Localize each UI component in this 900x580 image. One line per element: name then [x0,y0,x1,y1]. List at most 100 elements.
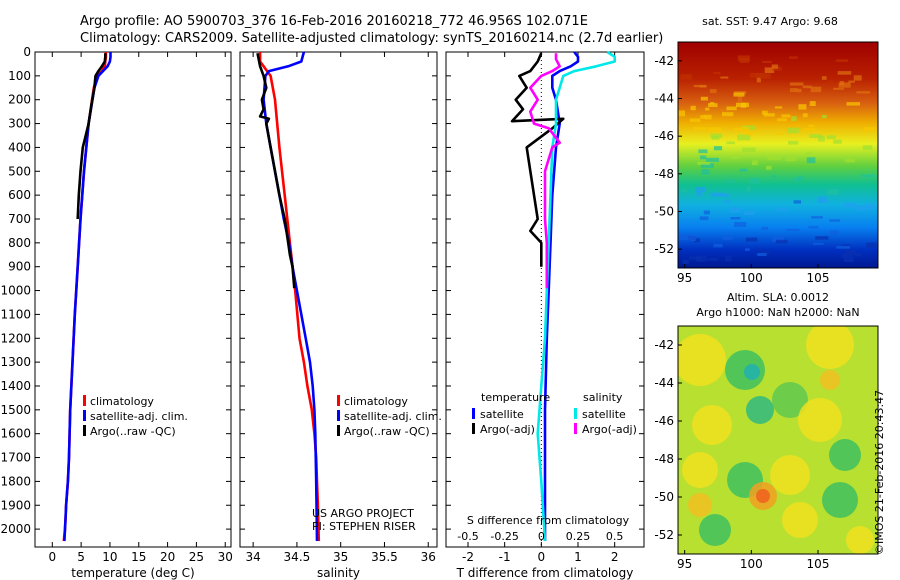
sst-texture-streak [787,127,799,134]
x-tick-label: 10 [102,550,117,564]
sst-texture-streak [793,178,800,182]
difference-panel: -2 -1 0 1 2 T difference from climatology -0.5… [445,50,645,580]
sst-texture-streak [772,236,784,242]
sst-texture-streak [746,186,752,192]
sst-texture-streak [749,72,763,78]
x-tick-label: -1 [499,550,511,564]
legend-swatch [337,425,340,436]
map-x-tick-label: 100 [740,557,763,571]
sst-texture-streak [788,140,799,145]
sst-texture-streak [682,259,689,264]
sst-texture-streak [776,132,784,135]
sst-texture-streak [833,87,844,90]
y-tick-label: 1100 [0,307,31,321]
x-tick-label: 34.5 [284,550,311,564]
sst-texture-streak [821,76,827,80]
sst-texture-streak [811,216,823,219]
sst-texture-streak [708,103,718,108]
sst-texture-streak [843,258,854,262]
sst-texture-streak [705,107,710,111]
sst-texture-streak [777,118,787,122]
sst-texture-streak [690,105,696,111]
sst-texture-streak [725,255,732,262]
sst-texture-streak [771,175,777,178]
legend-swatch [83,395,86,406]
legend-swatch [574,423,577,434]
sst-texture-streak [842,244,851,247]
sst-texture-streak [713,146,723,151]
sla-anomaly-blob [820,370,840,390]
sst-map-panel: sat. SST: 9.47 Argo: 9.68 95 100 105 -42 -44… [654,15,879,285]
series-line-temperature-argo-adj- [510,52,565,267]
sst-texture-streak [854,253,862,257]
sst-texture-streak [726,180,735,183]
x-tick-label: 35 [333,550,348,564]
legend-swatch [574,408,577,419]
sst-texture-streak [815,236,829,240]
sst-texture-streak [762,60,772,63]
sst-map-title: sat. SST: 9.47 Argo: 9.68 [702,15,838,28]
series-line-argo-raw-qc- [256,52,296,289]
sst-texture-streak [765,165,772,170]
map-y-tick-label: -52 [654,242,674,256]
sst-texture-streak [806,151,812,157]
sst-texture-streak [741,126,751,133]
legend-label: Argo(..raw -QC) [90,425,176,438]
sst-texture-streak [703,210,710,215]
sst-texture-streak [866,242,877,248]
sst-texture-streak [731,156,740,159]
sst-texture-streak [751,160,758,166]
s-diff-axis-label: S difference from climatology [467,514,630,527]
sst-texture-streak [678,110,685,117]
x-tick-label: 35.5 [371,550,398,564]
sla-anomaly-blob [770,455,810,495]
sst-texture-streak [711,136,720,140]
s-diff-tick-label: 0.5 [606,530,624,543]
sst-texture-streak [862,145,873,150]
x-tick-label: 0 [48,550,56,564]
x-tick-label: 2 [611,550,619,564]
x-tick-label: 0 [538,550,546,564]
plot-title-line-2: Climatology: CARS2009. Satellite-adjuste… [80,31,664,46]
sst-texture-streak [729,207,742,213]
legend-swatch [472,408,475,419]
legend-header-temperature: temperature [481,391,550,404]
sst-texture-streak [699,216,709,221]
legend-label: Argo(-adj) [582,423,637,436]
sla-anomaly-blob [756,489,770,503]
sst-texture-streak [827,189,839,195]
x-axis-label: T difference from climatology [456,566,634,580]
temperature-panel: 0100200300400500600700800900100011001200… [0,45,232,580]
sst-texture-streak [865,203,875,210]
y-tick-label: 0 [23,45,31,59]
sla-anomaly-blob [822,482,858,518]
sla-map-panel: Altim. SLA: 0.0012 Argo h1000: NaN h2000… [654,291,879,571]
project-credit: US ARGO PROJECT [312,507,414,520]
plot-title-line-1: Argo profile: AO 5900703_376 16-Feb-2016… [80,14,588,29]
sst-texture-streak [734,127,747,131]
plot-frame [34,51,232,548]
legend-label: satellite-adj. clim. [90,410,188,423]
sst-texture-streak [720,76,729,79]
sst-texture-streak [848,80,855,83]
s-diff-tick-label: -0.5 [457,530,478,543]
sst-texture-streak [693,127,707,131]
sst-texture-streak [802,128,816,131]
sst-texture-streak [863,127,876,132]
sst-texture-streak [761,250,771,255]
sst-texture-streak [690,118,701,122]
sst-texture-streak [775,239,788,244]
sst-texture-streak [829,219,841,222]
sst-texture-streak [745,248,750,251]
sst-texture-streak [844,202,856,208]
sst-texture-streak [693,84,707,88]
x-tick-label: 15 [131,550,146,564]
sst-texture-streak [767,155,781,161]
sst-texture-streak [762,110,768,115]
y-tick-label: 1800 [0,474,31,488]
legend-swatch [83,410,86,421]
y-tick-label: 100 [8,69,31,83]
sla-anomaly-blob [692,405,732,445]
sst-texture-streak [796,88,802,93]
